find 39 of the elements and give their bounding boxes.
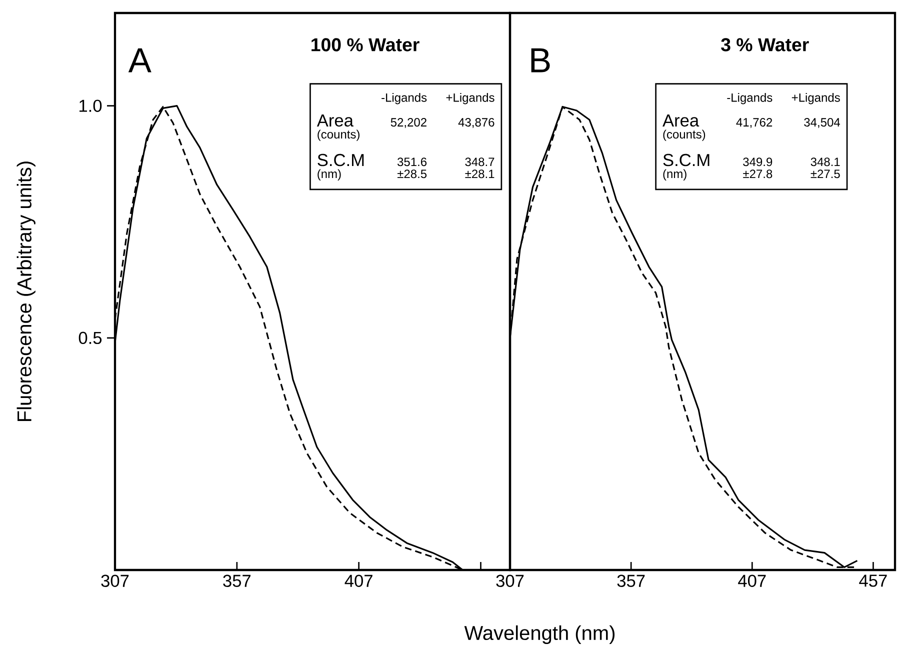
- x-axis-title: Wavelength (nm): [464, 625, 615, 644]
- annotation: S.C.M: [663, 154, 710, 166]
- annotation: Area: [662, 114, 700, 127]
- annotation: (counts): [318, 130, 360, 141]
- annotation: -Ligands: [382, 93, 427, 104]
- text: A: [128, 48, 152, 72]
- x-tick-label: 457: [859, 574, 887, 587]
- x-tick-label: 307: [496, 574, 524, 587]
- annotation: 43,876: [458, 118, 494, 128]
- annotation: -Ligands: [727, 93, 772, 104]
- annotation: 351.6: [397, 158, 427, 166]
- x-tick-label: 307: [101, 574, 129, 587]
- annotation: ±28.5: [397, 170, 427, 178]
- x-tick-label: 407: [344, 574, 372, 587]
- annotation: ±28.1: [465, 170, 494, 178]
- x-tick-label: 357: [223, 574, 250, 587]
- annotation: Area: [316, 114, 354, 127]
- annotation: 52,202: [390, 118, 426, 128]
- x-tick-label: 407: [738, 574, 766, 587]
- annotation: ±27.5: [810, 170, 840, 178]
- text: 100 % Water: [312, 38, 420, 52]
- text: 3 % Water: [721, 38, 809, 52]
- annotation: (nm): [318, 169, 341, 180]
- annotation: ±27.8: [743, 170, 772, 178]
- annotation: +Ligands: [446, 93, 494, 104]
- annotation: +Ligands: [792, 93, 840, 104]
- annotation: 348.7: [465, 158, 494, 166]
- annotation: 348.1: [810, 158, 840, 166]
- annotation: 34,504: [804, 118, 840, 128]
- annotation: (nm): [663, 169, 686, 180]
- y-tick-label: 1.0: [80, 100, 102, 112]
- x-tick-label: 357: [617, 574, 645, 587]
- annotation: 349.9: [743, 158, 772, 166]
- annotation: (counts): [663, 130, 706, 141]
- y-tick-label: 0.5: [78, 332, 102, 344]
- y-axis-title: Fluorescence (Arbitrary units): [16, 162, 36, 422]
- annotation: 41,762: [736, 118, 772, 128]
- annotation: S.C.M: [318, 154, 364, 166]
- text: B: [531, 48, 550, 72]
